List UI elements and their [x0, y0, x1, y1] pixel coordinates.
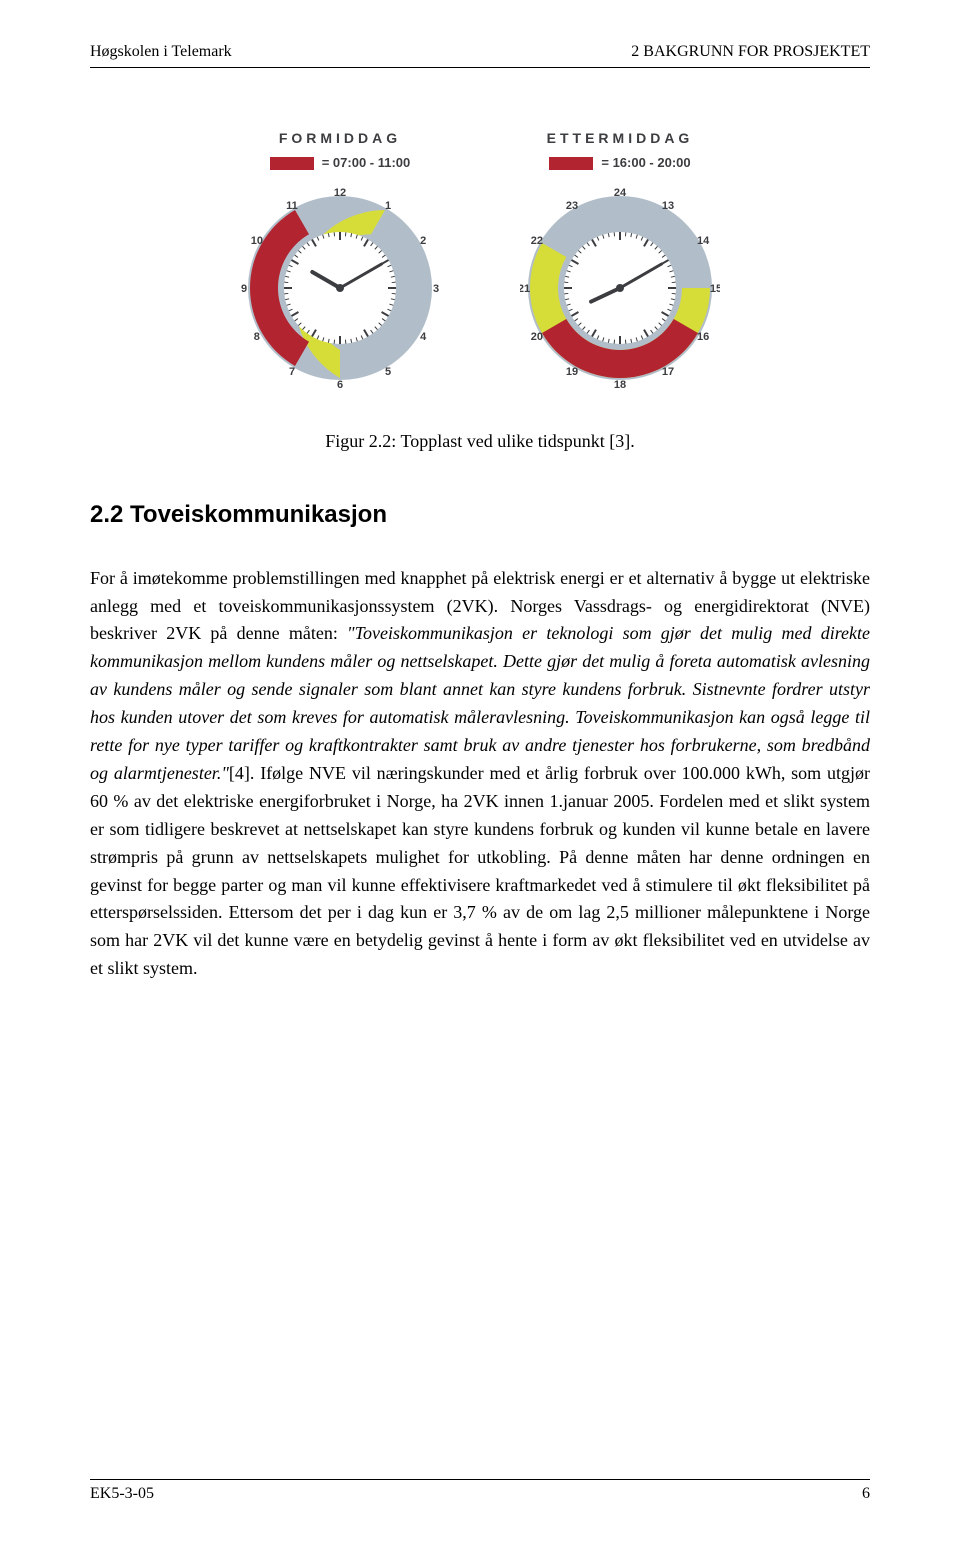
- svg-text:21: 21: [520, 283, 530, 295]
- svg-text:18: 18: [614, 379, 626, 388]
- svg-text:7: 7: [289, 366, 295, 378]
- footer-right: 6: [862, 1482, 870, 1507]
- footer-left: EK5-3-05: [90, 1482, 154, 1507]
- clock-legend: ETTERMIDDAG = 16:00 - 20:00: [547, 128, 694, 174]
- header-left: Høgskolen i Telemark: [90, 40, 232, 65]
- svg-text:24: 24: [614, 188, 627, 199]
- svg-text:17: 17: [662, 366, 674, 378]
- svg-text:20: 20: [531, 331, 543, 343]
- svg-text:22: 22: [531, 235, 543, 247]
- body-quote: "Toveiskommunikasjon er teknologi som gj…: [90, 623, 870, 782]
- figure-caption: Figur 2.2: Topplast ved ulike tidspunkt …: [90, 428, 870, 456]
- section-heading: 2.2 Toveiskommunikasjon: [90, 496, 870, 533]
- svg-text:6: 6: [337, 379, 343, 388]
- svg-text:1: 1: [385, 199, 391, 211]
- svg-text:19: 19: [566, 366, 578, 378]
- legend-row: = 07:00 - 11:00: [270, 153, 411, 173]
- svg-text:11: 11: [286, 199, 298, 211]
- header-right: 2 BAKGRUNN FOR PROSJEKTET: [631, 40, 870, 65]
- svg-text:10: 10: [251, 235, 263, 247]
- legend-swatch: [549, 157, 593, 170]
- legend-title: FORMIDDAG: [279, 128, 401, 150]
- svg-text:9: 9: [241, 283, 247, 295]
- svg-text:13: 13: [662, 199, 674, 211]
- figure-clocks: FORMIDDAG = 07:00 - 11:00 12123456789101…: [90, 128, 870, 388]
- svg-text:16: 16: [697, 331, 709, 343]
- page-header: Høgskolen i Telemark 2 BAKGRUNN FOR PROS…: [90, 40, 870, 68]
- legend-time: = 16:00 - 20:00: [601, 153, 690, 173]
- svg-text:8: 8: [254, 331, 260, 343]
- legend-row: = 16:00 - 20:00: [549, 153, 690, 173]
- body-tail: [4]. Ifølge NVE vil næringskunder med et…: [90, 763, 870, 978]
- section-body: For å imøtekomme problemstillingen med k…: [90, 565, 870, 983]
- svg-text:4: 4: [420, 331, 427, 343]
- clock-formiddag: FORMIDDAG = 07:00 - 11:00 12123456789101…: [230, 128, 450, 388]
- svg-text:14: 14: [697, 235, 710, 247]
- page-footer: EK5-3-05 6: [90, 1479, 870, 1507]
- svg-text:3: 3: [433, 283, 439, 295]
- clock-ettermiddag: ETTERMIDDAG = 16:00 - 20:00 24 13 14 15 16 17…: [510, 128, 730, 388]
- legend-swatch: [270, 157, 314, 170]
- clock-legend: FORMIDDAG = 07:00 - 11:00: [270, 128, 411, 174]
- svg-text:5: 5: [385, 366, 391, 378]
- svg-text:2: 2: [420, 235, 426, 247]
- legend-title: ETTERMIDDAG: [547, 128, 694, 150]
- legend-time: = 07:00 - 11:00: [322, 153, 411, 173]
- svg-text:15: 15: [710, 283, 720, 295]
- svg-text:12: 12: [334, 188, 346, 199]
- svg-text:23: 23: [566, 199, 578, 211]
